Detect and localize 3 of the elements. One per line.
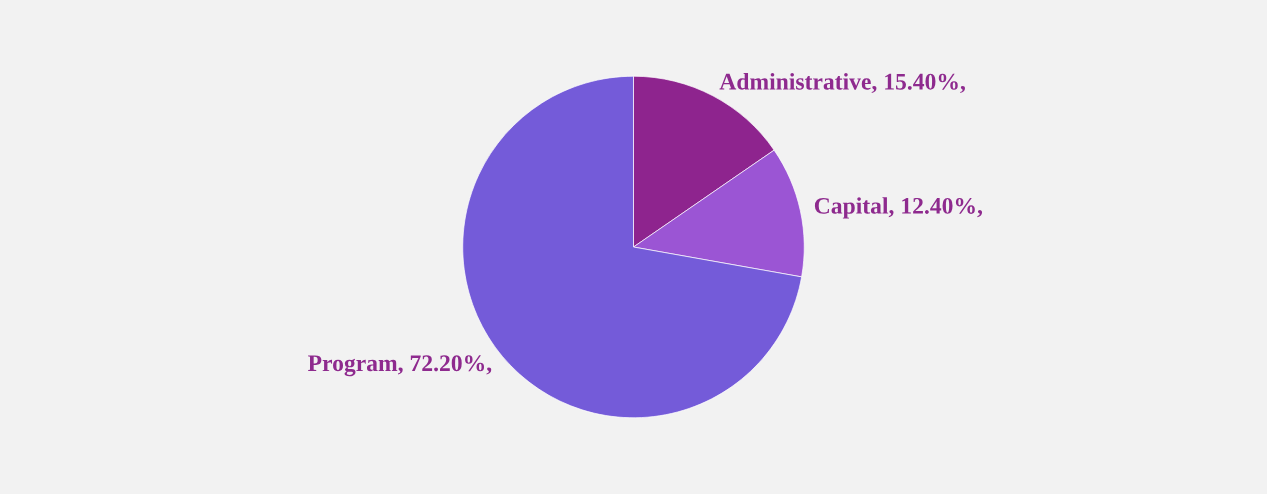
slice-label: Program, 72.20%, (308, 355, 492, 377)
slice-label: Capital, 12.40%, (814, 197, 983, 219)
slice-label: Administrative, 15.40%, (719, 73, 965, 94)
